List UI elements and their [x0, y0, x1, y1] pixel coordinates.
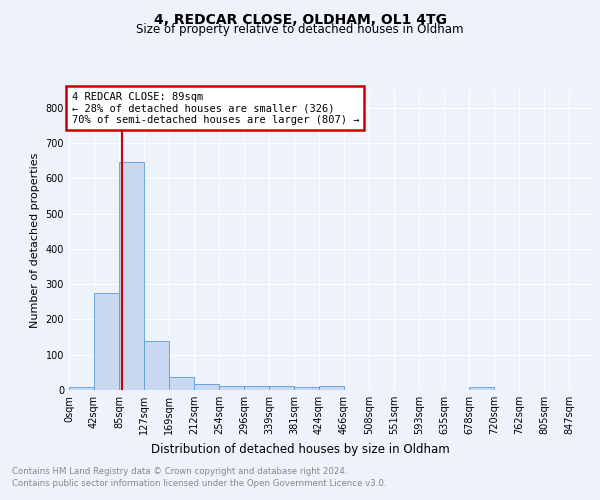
Text: Size of property relative to detached houses in Oldham: Size of property relative to detached ho…	[136, 22, 464, 36]
Bar	[94, 293, 119, 390]
Bar	[219, 386, 244, 390]
Bar	[294, 387, 319, 390]
Text: Contains public sector information licensed under the Open Government Licence v3: Contains public sector information licen…	[12, 479, 386, 488]
Y-axis label: Number of detached properties: Number of detached properties	[30, 152, 40, 328]
Bar	[194, 384, 219, 390]
Text: Contains HM Land Registry data © Crown copyright and database right 2024.: Contains HM Land Registry data © Crown c…	[12, 468, 347, 476]
Bar	[69, 387, 94, 390]
Text: 4, REDCAR CLOSE, OLDHAM, OL1 4TG: 4, REDCAR CLOSE, OLDHAM, OL1 4TG	[154, 12, 446, 26]
Bar	[119, 162, 144, 390]
Bar	[319, 386, 344, 390]
Bar	[169, 376, 194, 390]
Bar	[244, 386, 269, 390]
Bar	[469, 387, 494, 390]
Bar	[269, 386, 294, 390]
Text: Distribution of detached houses by size in Oldham: Distribution of detached houses by size …	[151, 442, 449, 456]
Bar	[144, 340, 169, 390]
Text: 4 REDCAR CLOSE: 89sqm
← 28% of detached houses are smaller (326)
70% of semi-det: 4 REDCAR CLOSE: 89sqm ← 28% of detached …	[71, 92, 359, 124]
